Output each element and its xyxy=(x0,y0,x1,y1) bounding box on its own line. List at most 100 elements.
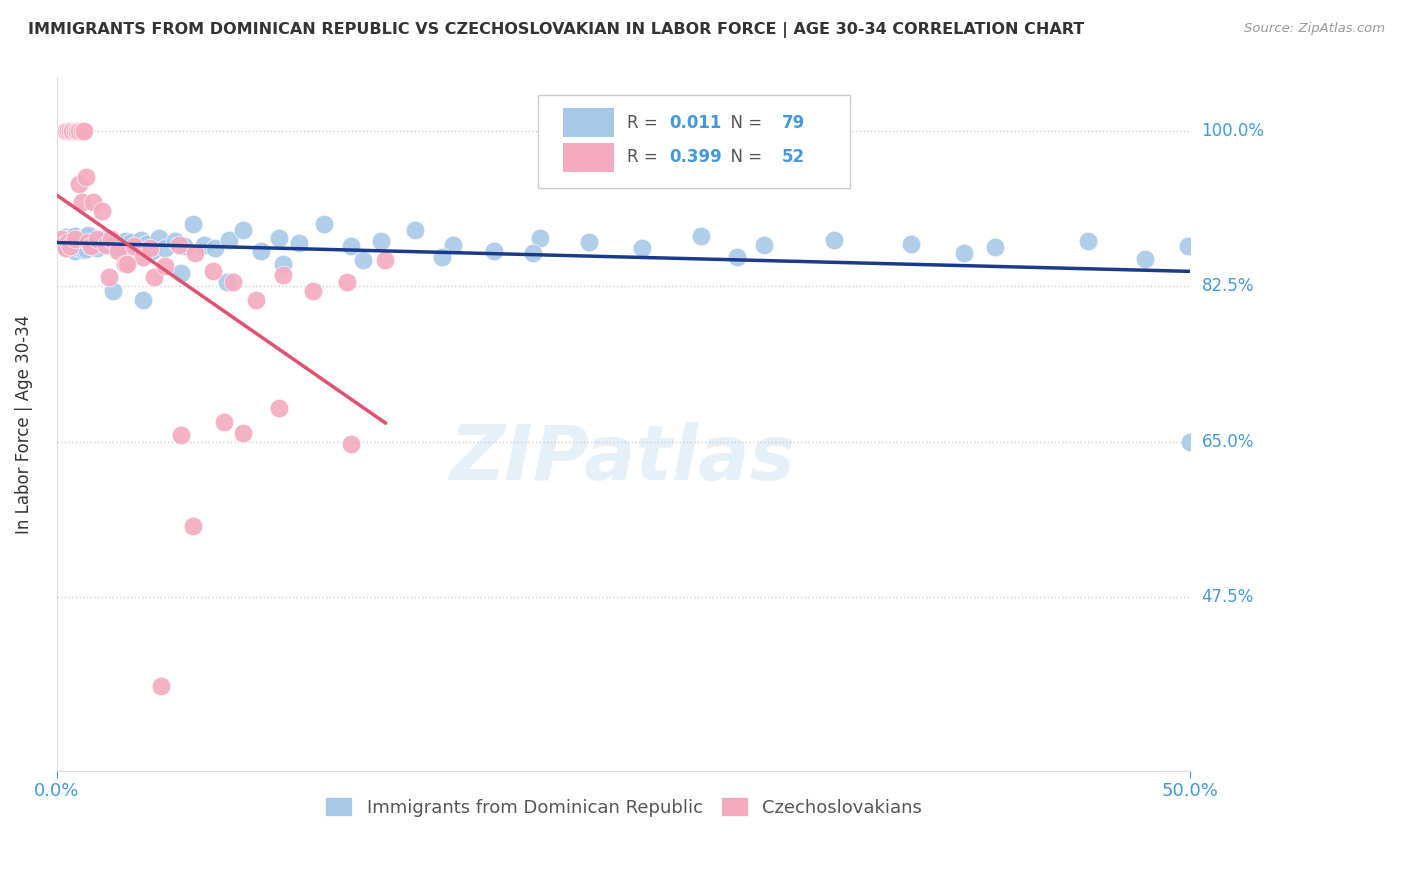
Point xyxy=(84,237,107,252)
Point xyxy=(752,238,775,252)
Point xyxy=(75,229,97,244)
Point xyxy=(1077,234,1099,248)
Point xyxy=(173,239,195,253)
Point xyxy=(52,239,75,253)
Point xyxy=(136,236,159,251)
Point xyxy=(340,436,363,450)
Point xyxy=(340,239,363,253)
Point xyxy=(689,228,711,243)
Point xyxy=(149,679,172,693)
Point xyxy=(63,232,86,246)
Point xyxy=(75,242,97,256)
Point xyxy=(62,239,84,253)
Point xyxy=(91,203,114,218)
Text: 65.0%: 65.0% xyxy=(1202,433,1254,450)
Point xyxy=(181,519,204,533)
Y-axis label: In Labor Force | Age 30-34: In Labor Force | Age 30-34 xyxy=(15,315,32,533)
Text: ZIPatlas: ZIPatlas xyxy=(450,422,796,496)
Point xyxy=(370,234,392,248)
Point xyxy=(75,169,97,184)
Point xyxy=(984,240,1007,254)
Point xyxy=(66,124,89,138)
Point xyxy=(132,250,155,264)
Point xyxy=(314,217,336,231)
Point xyxy=(202,264,225,278)
Text: 100.0%: 100.0% xyxy=(1202,122,1264,140)
Point xyxy=(55,230,77,244)
Point xyxy=(302,284,325,298)
Point xyxy=(167,237,190,252)
Point xyxy=(484,244,506,258)
Point xyxy=(97,270,120,285)
Point xyxy=(62,124,84,138)
Point xyxy=(73,235,96,250)
Point xyxy=(82,194,104,209)
Point xyxy=(1177,239,1199,253)
Point xyxy=(138,241,160,255)
Point xyxy=(170,266,193,280)
Text: 47.5%: 47.5% xyxy=(1202,589,1254,607)
Point xyxy=(77,235,100,249)
Point xyxy=(96,237,118,252)
Point xyxy=(62,124,84,138)
Point xyxy=(56,232,79,246)
Point xyxy=(232,425,254,440)
Point xyxy=(249,244,271,258)
Text: 0.399: 0.399 xyxy=(669,148,721,166)
Point xyxy=(73,243,96,257)
Point xyxy=(288,235,311,250)
Point xyxy=(52,237,75,252)
Point xyxy=(630,241,652,255)
Point xyxy=(1133,252,1156,266)
Point xyxy=(56,124,79,138)
Text: N =: N = xyxy=(720,148,768,166)
Text: 79: 79 xyxy=(782,113,806,131)
Point xyxy=(59,237,82,252)
Point xyxy=(91,233,114,247)
Point xyxy=(430,250,453,264)
Point xyxy=(725,250,748,264)
Point xyxy=(86,241,108,255)
Point xyxy=(59,241,82,255)
Point xyxy=(70,231,93,245)
Point xyxy=(404,223,426,237)
Point xyxy=(59,124,82,138)
Point xyxy=(215,275,238,289)
Point xyxy=(82,235,104,249)
Point xyxy=(63,124,86,138)
Text: 82.5%: 82.5% xyxy=(1202,277,1254,295)
Point xyxy=(103,235,125,249)
Point xyxy=(273,257,295,271)
Point xyxy=(118,240,141,254)
Point xyxy=(63,228,86,243)
Point xyxy=(63,244,86,258)
Point xyxy=(122,239,145,253)
Point xyxy=(66,240,89,254)
Point xyxy=(59,239,82,253)
Point xyxy=(67,233,90,247)
Point xyxy=(273,268,295,282)
Point xyxy=(67,238,90,252)
Point xyxy=(193,237,215,252)
Point xyxy=(107,237,129,252)
Point xyxy=(143,270,166,285)
FancyBboxPatch shape xyxy=(538,95,851,188)
Point xyxy=(77,227,100,242)
Point xyxy=(49,235,72,249)
Point xyxy=(62,235,84,249)
Text: R =: R = xyxy=(627,113,662,131)
Point xyxy=(900,236,922,251)
Point xyxy=(114,234,136,248)
Point xyxy=(267,231,290,245)
Point xyxy=(125,239,148,253)
Point xyxy=(100,239,122,253)
Text: N =: N = xyxy=(720,113,768,131)
Point xyxy=(155,241,177,255)
Point xyxy=(222,275,245,289)
Point xyxy=(267,401,290,415)
Legend: Immigrants from Dominican Republic, Czechoslovakians: Immigrants from Dominican Republic, Czec… xyxy=(318,790,929,824)
Point xyxy=(218,233,240,247)
Point xyxy=(132,293,155,307)
Point xyxy=(170,427,193,442)
Point xyxy=(245,293,267,307)
